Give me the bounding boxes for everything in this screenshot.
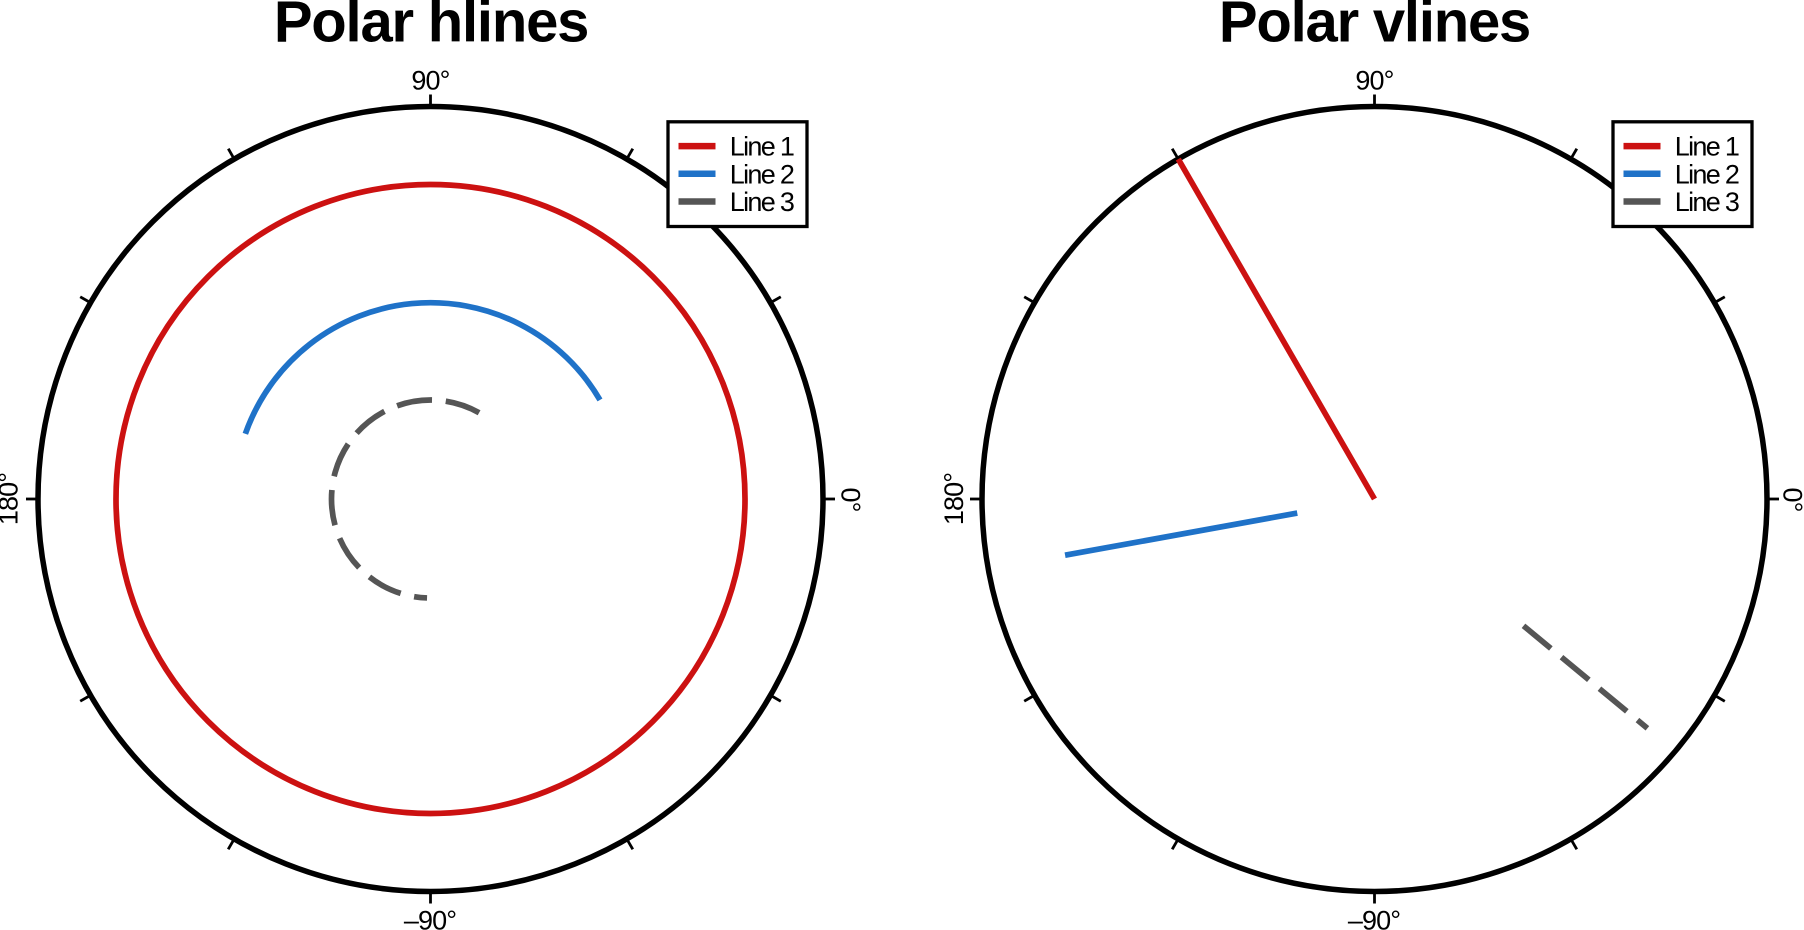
svg-text:Line 3: Line 3 [1675,187,1739,217]
svg-text:Polar vlines: Polar vlines [1219,0,1530,55]
svg-text:90°: 90° [411,66,449,96]
svg-text:90°: 90° [1355,66,1393,96]
svg-text:Line 2: Line 2 [1675,159,1739,189]
svg-text:–90°: –90° [1348,906,1400,930]
svg-text:Line 1: Line 1 [1675,132,1739,162]
svg-text:180°: 180° [939,473,969,525]
svg-text:180°: 180° [0,473,24,525]
svg-text:Polar hlines: Polar hlines [274,0,588,55]
svg-text:Line 2: Line 2 [730,159,794,189]
svg-text:0°: 0° [836,487,866,511]
svg-text:Line 3: Line 3 [730,187,794,217]
svg-text:0°: 0° [1778,487,1804,511]
svg-text:–90°: –90° [404,906,456,930]
svg-text:Line 1: Line 1 [730,132,794,162]
